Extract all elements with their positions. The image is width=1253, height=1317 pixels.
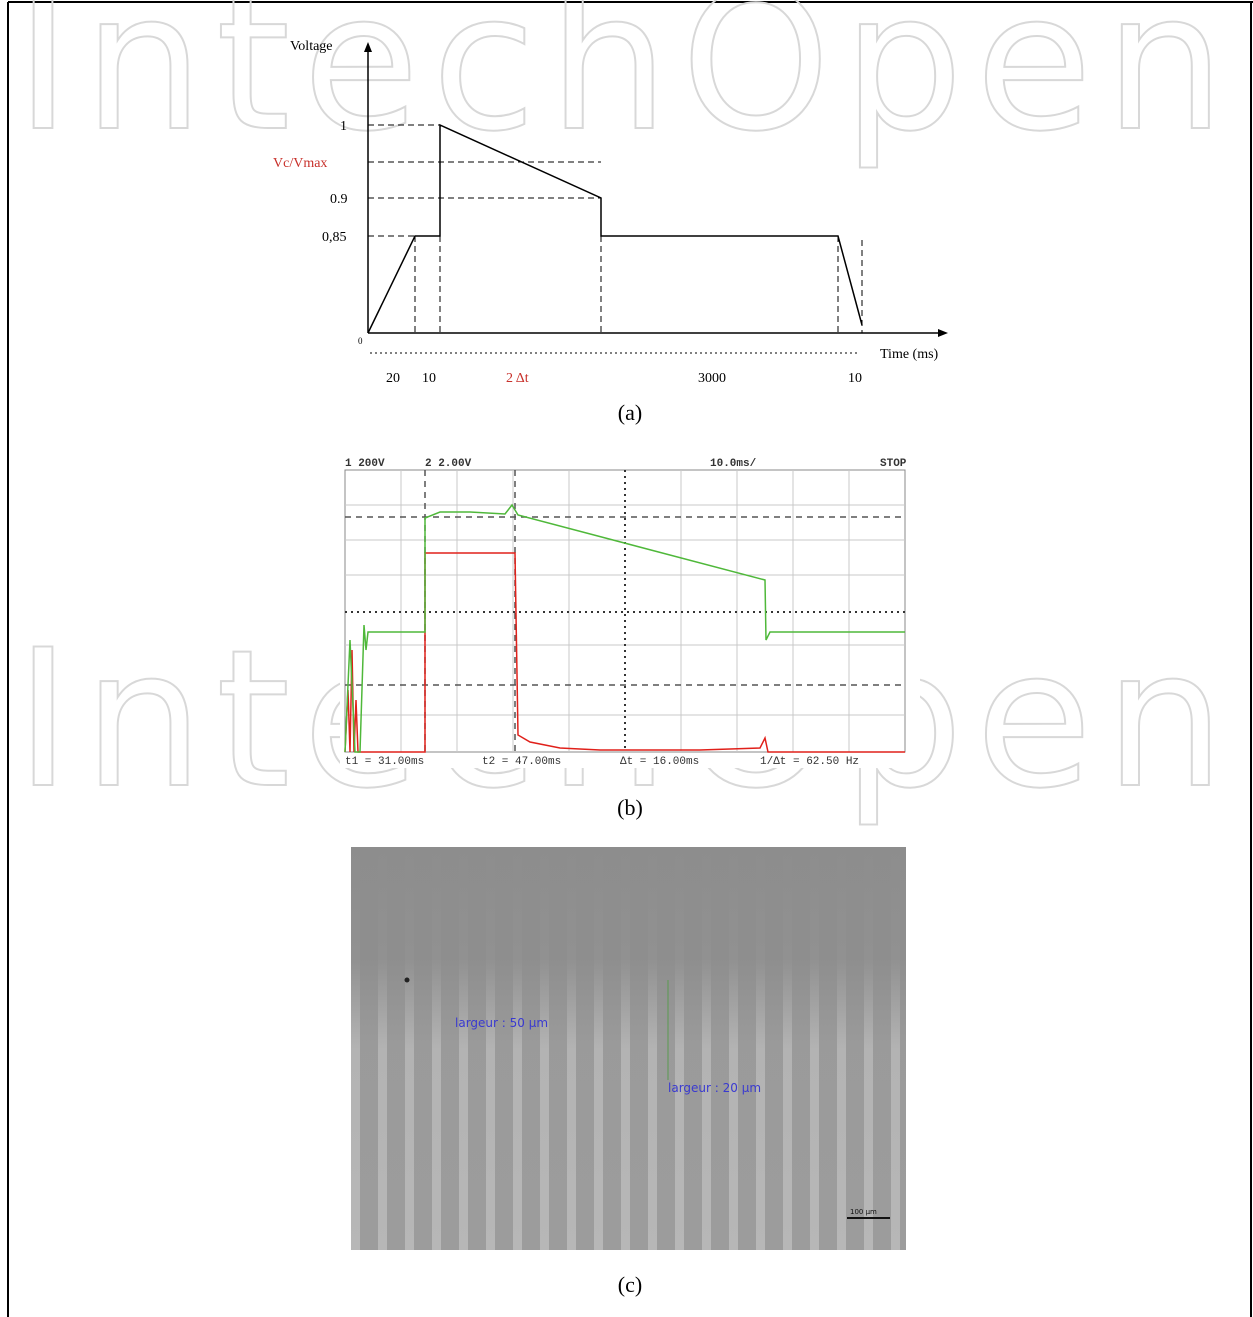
particle	[404, 977, 410, 983]
scale-bar-label: 100 µm	[850, 1208, 877, 1216]
caption: (b)	[617, 795, 643, 820]
annotation: largeur : 50 µm	[455, 1016, 548, 1030]
scope-footer: 1/Δt = 62.50 Hz	[760, 756, 859, 768]
level-label: Vc/Vmax	[273, 156, 327, 171]
scope-header: 10.0ms/	[710, 458, 757, 470]
trace-voltage	[344, 503, 905, 753]
figure-c: largeur : 50 µm largeur : 20 µm 100 µm	[351, 847, 906, 1250]
interval-label: 10	[422, 371, 436, 386]
level-label: 1	[340, 119, 347, 134]
caption: (c)	[618, 1272, 642, 1297]
scope-footer: Δt = 16.00ms	[620, 756, 699, 768]
interval-label: 10	[848, 371, 862, 386]
arrow	[938, 329, 948, 337]
level-label: 0,85	[322, 230, 347, 245]
scope-header: 2 2.00V	[425, 458, 472, 470]
interval-label: 2 Δt	[506, 371, 529, 386]
figure-b: 1 200V 2 2.00V 10.0ms/ STOP t1 = 31.00ms…	[340, 455, 920, 768]
arrow	[364, 42, 372, 52]
guides	[368, 124, 863, 333]
origin-label: 0	[358, 336, 363, 346]
y-axis-label: Voltage	[290, 39, 333, 54]
micrograph-shading	[351, 847, 906, 1250]
annotation: largeur : 20 µm	[668, 1081, 761, 1095]
caption: (a)	[618, 400, 642, 425]
scope-footer: t1 = 31.00ms	[345, 756, 424, 768]
x-axis-label: Time (ms)	[880, 347, 939, 362]
scope-footer: t2 = 47.00ms	[482, 756, 561, 768]
interval-label: 3000	[698, 371, 726, 386]
interval-label: 20	[386, 371, 400, 386]
scope-header: 1 200V	[345, 458, 385, 470]
scope-grid	[345, 470, 905, 752]
voltage-profile	[367, 123, 863, 334]
level-label: 0.9	[330, 192, 348, 207]
scope-axes	[345, 470, 905, 752]
watermark: IntechOpen	[15, 0, 1225, 173]
scope-header: STOP	[880, 458, 907, 470]
trace-current	[344, 552, 905, 753]
figure-a: Voltage Time (ms) 1 Vc/Vmax 0.9 0,85 0 2…	[273, 39, 948, 386]
